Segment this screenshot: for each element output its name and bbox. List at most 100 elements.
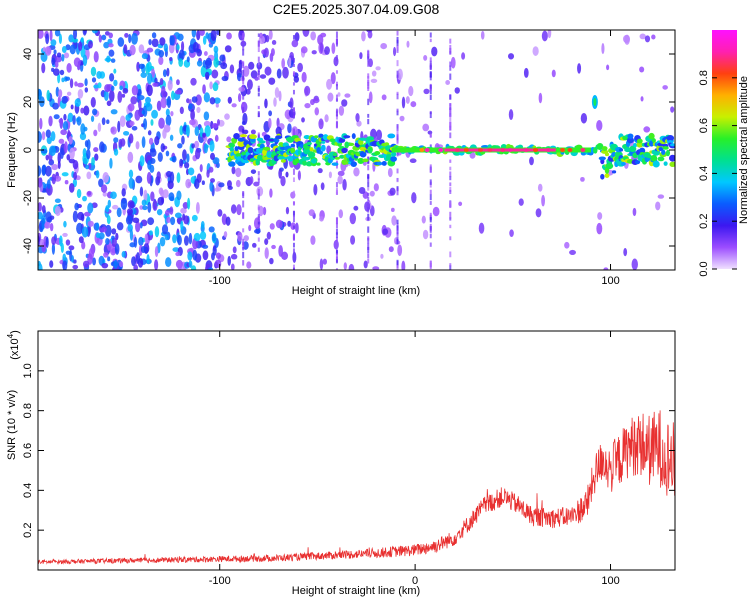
spectrogram-cell [302,30,310,37]
spectrogram-cell [202,250,209,261]
spectrogram-cell [449,159,452,163]
spectrogram-cell [383,142,390,147]
spectrogram-cell [257,237,260,242]
spectrogram-cell [242,76,245,81]
spectrogram-cell [116,207,122,218]
spectrogram-cell [187,197,191,210]
spectrogram-cell [199,30,205,36]
spectrogram-cell [334,156,340,160]
spectrogram-cell [396,140,399,145]
colorbar-tick-label: 0.2 [698,214,710,229]
spectrogram-cell [282,66,289,79]
spectrogram-cell [154,259,159,270]
spectrogram-cell [257,105,260,110]
spectrogram-cell [302,160,307,166]
spectrogram-cell [367,173,370,179]
spectrogram-cell [643,126,651,133]
spectrogram-cell [606,64,610,71]
spectrogram-cell [161,224,169,235]
spectrogram-cell [110,191,117,200]
spectrogram-cell [263,146,271,151]
spectrogram-cell [159,236,166,247]
spectrogram-cell [396,125,399,129]
spectrogram-cell [195,94,202,106]
spectrogram-cell [85,164,90,170]
spectrogram-cell [68,135,73,145]
spectrogram-cell [227,185,233,190]
spectrogram-cell [449,236,452,241]
spectrogram-cell [51,173,57,185]
spectrogram-cell [500,148,506,152]
spectrogram-cell [166,170,172,178]
spectrogram-cell [202,132,206,138]
spectrogram-cell [396,108,399,113]
spectrogram-cell [243,235,249,242]
spectrogram-cell [108,43,114,48]
spectrogram-cell [326,78,333,90]
spectrogram-cell [177,143,183,149]
spectrogram-cell [309,147,314,152]
spectrogram-cell [151,38,159,48]
spectrogram-cell [429,242,432,247]
spectrogram-cell [87,220,94,227]
spectrogram-cell [381,94,387,101]
spectrogram-cell [163,43,168,53]
spectrogram-cell [311,50,317,55]
spectrogram-cell [449,265,452,270]
spectrogram-cell [128,169,134,178]
spectrogram-cell [396,236,399,241]
spectrogram-cell [139,186,144,197]
spectrogram-cell [380,253,384,259]
spectrogram-cell [55,55,62,63]
spectrogram-cell [429,84,432,89]
spectrogram-cell [61,46,67,53]
spectrogram-cell [429,32,432,38]
spectrogram-cell [217,209,223,217]
snr-y-multiplier-exp: 4 [6,333,15,338]
spectrogram-cell [317,168,323,174]
spectrogram-cell [169,134,174,141]
spectrogram-cell [242,200,245,208]
spectrogram-cell [320,144,326,152]
spectrogram-cell [209,97,216,105]
spectrogram-cell [147,130,152,136]
spectrogram-cell [157,152,163,162]
spectrogram-cell [63,113,67,121]
spectrogram-cell [181,41,185,52]
spectrogram-cell [242,260,245,266]
spectrogram-cell [449,38,452,44]
spectrogram-cell [603,267,609,270]
spectrogram-cell [194,126,200,137]
spectrogram-cell [335,189,338,194]
spectrogram-cell [199,231,207,240]
spectrogram-cell [51,242,56,255]
spectrogram-cell [90,66,97,77]
spectrogram-cell [322,134,329,141]
spectrogram-cell [95,232,101,239]
spectrogram-cell [41,217,46,230]
spectrogram-cell [204,51,208,56]
spectrogram-cell [129,229,134,241]
spectrogram-cell [367,82,370,89]
spectrogram-cell [270,48,275,57]
spectrogram-cell [304,85,311,96]
spectrogram-cell [113,68,117,74]
spectrogram-cell [320,182,325,191]
spectrogram-cell [38,30,44,39]
spectrogram-cell [147,217,155,226]
spectrogram-cell [257,188,260,196]
spectrogram-cell [162,91,168,98]
spectrogram-cell [195,201,200,214]
spectrogram-cell [351,133,356,139]
spectrogram-cell [38,177,43,188]
spectrogram-cell [242,241,245,249]
spectrogram-cell [120,198,128,210]
snr-x-tick-label: -100 [209,575,231,587]
spectrogram-cell [397,244,403,257]
spectrogram-cell [64,141,68,154]
spectrogram-cell [93,147,99,153]
spectrogram-cell [139,222,143,229]
spectrogram-cell [228,142,236,148]
spectrogram-cell [83,105,90,116]
spectrogram-cell [59,69,65,76]
